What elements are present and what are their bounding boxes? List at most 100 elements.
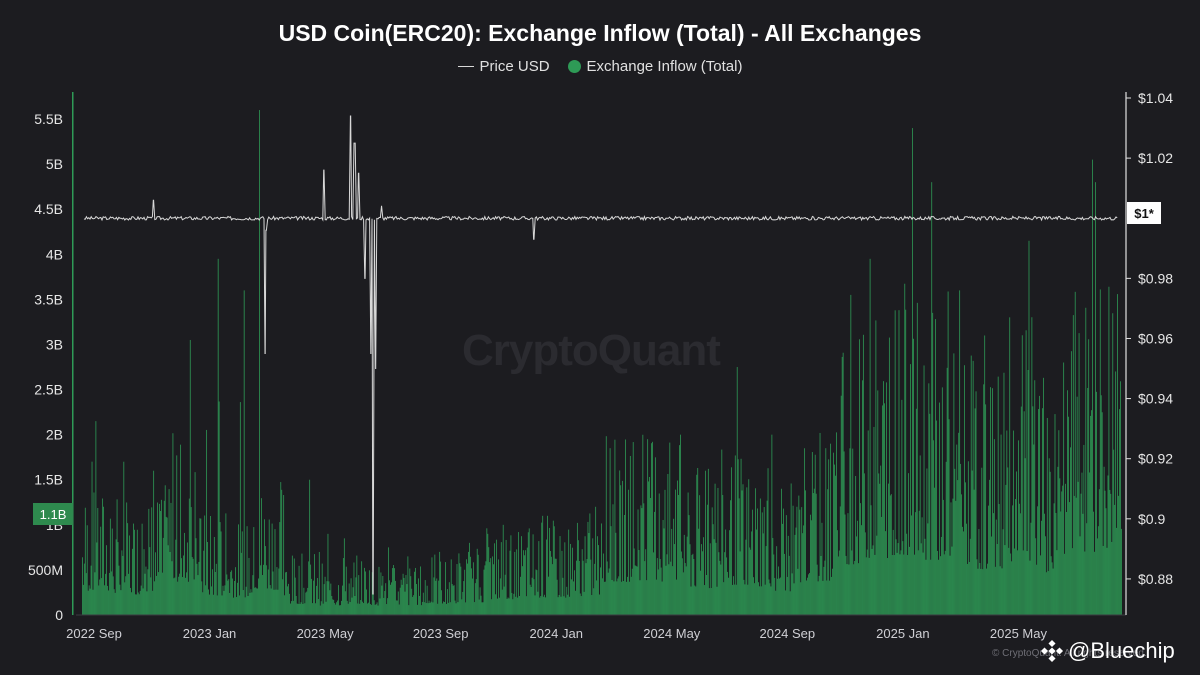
inflow-bar bbox=[192, 558, 194, 615]
inflow-bar bbox=[1065, 483, 1066, 615]
inflow-bar bbox=[464, 569, 466, 615]
inflow-bar bbox=[310, 564, 312, 615]
inflow-bar bbox=[803, 525, 805, 615]
inflow-bar bbox=[710, 588, 712, 615]
inflow-bar bbox=[788, 555, 790, 615]
inflow-bar bbox=[456, 564, 458, 615]
inflow-bar bbox=[853, 564, 855, 615]
y-right-tick-label: $0.9 bbox=[1138, 511, 1165, 527]
inflow-bar bbox=[333, 599, 335, 615]
inflow-bar bbox=[805, 490, 806, 615]
inflow-bar bbox=[295, 596, 297, 615]
inflow-bar bbox=[747, 584, 749, 615]
inflow-bar bbox=[596, 580, 598, 615]
inflow-bar bbox=[555, 558, 557, 615]
inflow-bar bbox=[103, 506, 104, 615]
inflow-bar bbox=[485, 561, 487, 615]
inflow-bar bbox=[1120, 381, 1121, 615]
inflow-bar bbox=[942, 499, 944, 615]
inflow-bar bbox=[806, 580, 807, 615]
inflow-bar bbox=[567, 594, 569, 615]
inflow-bar bbox=[882, 405, 884, 615]
inflow-bar bbox=[960, 463, 962, 615]
inflow-bar bbox=[713, 539, 715, 615]
inflow-bar bbox=[983, 384, 985, 615]
inflow-bar bbox=[459, 563, 461, 615]
inflow-bar bbox=[885, 531, 886, 615]
inflow-bar bbox=[1034, 380, 1036, 615]
inflow-bar bbox=[121, 550, 123, 615]
legend-item-inflow[interactable]: Exchange Inflow (Total) bbox=[567, 58, 742, 75]
inflow-bar bbox=[498, 559, 499, 615]
inflow-bar bbox=[781, 488, 782, 615]
inflow-bar bbox=[834, 464, 835, 615]
y-left-tick-label: 0 bbox=[55, 607, 63, 623]
inflow-bar bbox=[984, 335, 986, 615]
inflow-bar bbox=[830, 443, 832, 615]
inflow-bar bbox=[587, 521, 589, 615]
inflow-bar bbox=[212, 594, 214, 615]
inflow-bar bbox=[82, 584, 84, 615]
inflow-bar bbox=[604, 581, 606, 615]
inflow-bar bbox=[422, 592, 424, 615]
inflow-bar bbox=[477, 554, 479, 615]
inflow-bar bbox=[707, 468, 709, 615]
inflow-bar bbox=[487, 533, 489, 615]
inflow-bar bbox=[959, 290, 961, 615]
inflow-bar bbox=[663, 528, 665, 615]
inflow-bar bbox=[307, 587, 309, 615]
inflow-bar bbox=[407, 556, 409, 615]
inflow-bar bbox=[224, 585, 226, 615]
inflow-bar bbox=[1114, 504, 1116, 615]
inflow-bar bbox=[314, 554, 315, 615]
inflow-bar bbox=[1070, 447, 1071, 615]
inflow-bar bbox=[99, 579, 101, 615]
inflow-bar bbox=[539, 597, 541, 615]
inflow-bar bbox=[491, 599, 493, 615]
inflow-bar bbox=[492, 556, 494, 615]
legend-item-price[interactable]: Price USD bbox=[457, 58, 550, 75]
inflow-bar bbox=[646, 580, 648, 615]
inflow-bar bbox=[1105, 508, 1107, 615]
inflow-bar bbox=[742, 484, 744, 615]
inflow-bar bbox=[290, 603, 291, 615]
inflow-bar bbox=[1013, 430, 1014, 615]
y-right-tick-label: $1.02 bbox=[1138, 150, 1173, 166]
inflow-bar bbox=[908, 473, 910, 615]
inflow-bar bbox=[590, 559, 592, 615]
inflow-bar bbox=[367, 603, 368, 615]
inflow-bar bbox=[722, 494, 724, 615]
inflow-bar bbox=[619, 470, 621, 615]
inflow-bar bbox=[1047, 571, 1049, 615]
inflow-bar bbox=[825, 448, 827, 615]
inflow-bar bbox=[988, 505, 989, 615]
inflow-bar bbox=[1058, 430, 1060, 615]
inflow-bar bbox=[894, 310, 896, 615]
inflow-bar bbox=[117, 542, 119, 615]
inflow-bar bbox=[871, 548, 873, 615]
inflow-bar bbox=[421, 601, 423, 615]
inflow-bar bbox=[303, 587, 305, 615]
inflow-bar bbox=[90, 565, 92, 615]
inflow-bar bbox=[406, 584, 408, 615]
inflow-bar bbox=[1057, 466, 1059, 615]
inflow-bar bbox=[569, 596, 571, 615]
inflow-bar bbox=[986, 568, 988, 615]
inflow-bar bbox=[930, 559, 932, 615]
inflow-bar bbox=[230, 571, 232, 615]
inflow-bar bbox=[338, 585, 339, 615]
inflow-bar bbox=[1048, 458, 1050, 615]
inflow-bar bbox=[141, 523, 143, 615]
inflow-bar bbox=[738, 498, 740, 615]
inflow-bar bbox=[1055, 512, 1057, 615]
inflow-bar bbox=[1118, 495, 1119, 615]
inflow-bar bbox=[511, 592, 513, 615]
inflow-bar bbox=[597, 536, 598, 615]
inflow-bar bbox=[151, 507, 153, 615]
inflow-bar bbox=[797, 568, 799, 615]
inflow-bar bbox=[466, 559, 468, 615]
y-left-tick-label: 3.5B bbox=[34, 291, 63, 307]
inflow-bar bbox=[924, 538, 926, 615]
inflow-bar bbox=[140, 585, 142, 615]
